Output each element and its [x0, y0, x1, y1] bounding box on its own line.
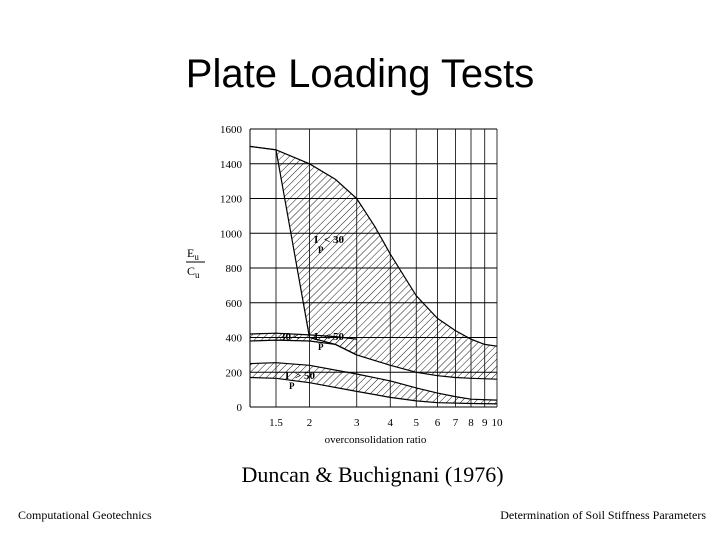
series-label-1: IP< 30 [314, 234, 345, 255]
y-axis-label: Eu Cu [186, 246, 205, 280]
series-label-sub: P [289, 381, 295, 391]
footer-left: Computational Geotechnics [18, 508, 152, 522]
series-band-2 [250, 333, 357, 355]
series-band-1 [250, 146, 497, 380]
y-tick-label: 800 [226, 263, 243, 275]
x-tick-label: 10 [492, 417, 504, 429]
series-label-rest: < 30 [324, 234, 345, 246]
series-lower-line-1 [249, 145, 498, 380]
x-axis-label: overconsolidation ratio [325, 434, 427, 446]
series-upper-line-2 [249, 332, 357, 340]
y-tick-label: 600 [226, 298, 243, 310]
series-label-main: I [285, 370, 289, 382]
slide-title: Plate Loading Tests [185, 52, 535, 96]
series-label-rest: > 50 [295, 370, 316, 382]
y-tick-label: 1600 [220, 124, 243, 136]
series-label-2: 30 < IP< 50 [280, 331, 345, 352]
x-tick-label: 9 [482, 417, 488, 429]
x-tick-label: 3 [354, 417, 360, 429]
x-tick-label: 6 [435, 417, 441, 429]
series-label-3: IP> 50 [285, 370, 316, 391]
x-tick-label: 2 [307, 417, 313, 429]
footer-right: Determination of Soil Stiffness Paramete… [500, 508, 706, 522]
series-lower-line-2 [249, 339, 357, 356]
series-upper-line-1 [249, 145, 498, 347]
series-label-rest: < 50 [324, 331, 345, 343]
series-label-sub: P [318, 245, 324, 255]
y-tick-label: 1200 [220, 194, 243, 206]
y-tick-label: 200 [226, 367, 243, 379]
figure-caption: Duncan & Buchignani (1976) [241, 462, 504, 487]
x-tick-label: 1.5 [269, 417, 283, 429]
x-tick-label: 7 [453, 417, 459, 429]
y-tick-label: 1000 [220, 228, 243, 240]
series-label-main: I [314, 331, 318, 343]
y-axis-label-denominator-sub: u [195, 270, 200, 280]
series-lower-line-3 [249, 376, 498, 405]
x-tick-label: 5 [414, 417, 420, 429]
y-axis-label-numerator: Eu [187, 246, 199, 262]
y-axis-label-denominator: Cu [187, 264, 200, 280]
series-upper-line-3 [249, 362, 498, 401]
series-label-main: I [314, 234, 318, 246]
y-tick-label: 1400 [220, 159, 243, 171]
series-band-3 [250, 362, 497, 404]
series-label-prefix: 30 < [280, 331, 300, 343]
series-label-sub: P [318, 342, 324, 352]
y-axis-label-numerator-sub: u [194, 252, 199, 262]
x-tick-label: 4 [388, 417, 394, 429]
y-tick-label: 400 [226, 333, 243, 345]
x-tick-label: 8 [468, 417, 474, 429]
y-tick-label: 0 [237, 402, 243, 414]
